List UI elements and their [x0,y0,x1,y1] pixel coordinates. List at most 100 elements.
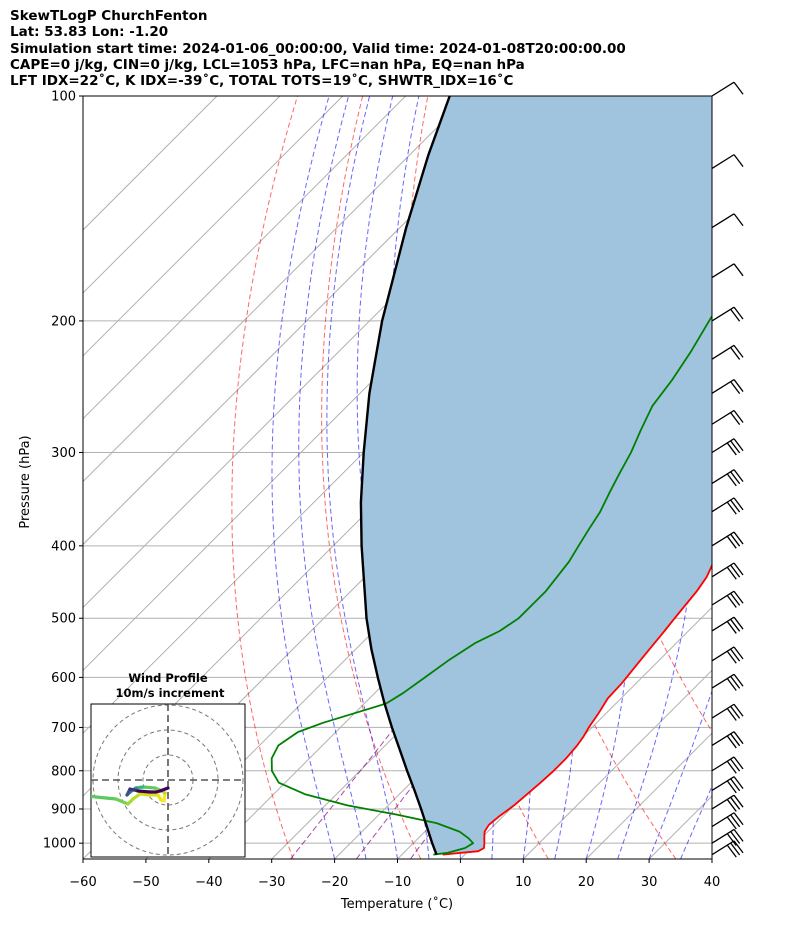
wind-barb-flag [733,562,744,576]
y-tick-label: 400 [51,539,76,554]
wind-barb-staff [711,840,735,856]
wind-barb-flag [730,705,741,719]
hodograph-subtitle: 10m/s increment [116,686,225,700]
wind-barb-flag [733,379,744,392]
isotherm-gridline [460,606,712,859]
wind-barb-flag [733,812,744,826]
wind-barb-staff [711,344,735,360]
dry-adiabat [754,96,794,859]
wind-barb-flag [733,646,744,660]
wind-barb-flag [733,213,744,227]
wind-barb-flag [730,618,741,632]
wind-barb-flag [733,703,744,717]
hodograph-plot [91,704,245,857]
area-fill-layer [360,96,712,855]
x-axis-label: Temperature (˚C) [340,896,453,912]
wind-barb-flag [733,469,744,483]
wind-barb-flag [726,816,737,830]
y-axis-label: Pressure (hPa) [18,435,33,528]
wind-barb-staff [711,776,735,791]
wind-barb-flag [726,678,737,691]
wind-barb-flag [730,412,741,425]
wind-barb-flag [733,776,744,790]
wind-barb-flag [733,531,744,545]
x-tick-label: 30 [641,875,658,890]
wind-barb-flag [733,344,744,358]
wind-barb-flag [733,497,744,511]
wind-barb-flag [726,735,737,749]
x-tick-label: −60 [69,875,96,890]
wind-barb-flag [733,840,744,854]
moist-adiabat [271,96,336,859]
temperature-profile [442,563,712,856]
y-tick-label: 200 [51,314,76,329]
wind-barb-flag [726,780,737,794]
cape-cin-shading [360,96,712,855]
wind-barb-flag [726,799,737,812]
wind-barb-flag [726,844,737,858]
wind-barb-flag [726,535,737,549]
wind-barb-flag [726,621,737,634]
isotherm-gridline [83,96,532,546]
isotherm-gridline [711,858,712,859]
wind-barb-staff [711,469,735,484]
hodograph-title: Wind Profile [128,671,208,685]
y-tick-label: 500 [51,612,76,627]
hodograph-segment [94,795,108,800]
wind-barb-staff [711,731,735,747]
isotherm-gridline [83,96,344,357]
wind-barb-staff [711,497,735,513]
x-tick-label: 10 [515,875,532,890]
dewpoint-profile [270,314,712,856]
isotherm-gridline [775,96,794,859]
x-tick-label: −30 [258,875,285,890]
x-tick-label: 0 [456,875,464,890]
y-tick-label: 100 [51,90,76,105]
plot-header: SkewTLogP ChurchFenton Lat: 53.83 Lon: -… [10,8,626,89]
wind-barb-flag [730,347,741,360]
wind-barb-flag [730,842,741,856]
isotherm-gridline [83,96,218,231]
hodograph-segment [104,796,118,801]
wind-barb-flag [733,673,744,687]
header-location: Lat: 53.83 Lon: -1.20 [10,24,169,41]
wind-barb-staff [711,81,735,97]
moist-adiabat [298,96,367,859]
wind-barb-flag [726,833,737,847]
wind-barb-flag [730,758,741,772]
isotherm-gridline [83,96,469,483]
hodograph-segment [136,789,152,794]
hodograph-segment [91,794,98,799]
wind-barb-flag [726,501,737,515]
wind-barb-staff [711,154,735,169]
wind-barb-staff [711,531,735,547]
y-tick-label: 600 [51,671,76,686]
y-tick-label: 900 [51,802,76,817]
wind-barb-flag [733,438,744,452]
moist-adiabat [680,785,712,859]
wind-barb-flag [726,595,737,608]
x-tick-label: −10 [384,875,411,890]
parcel-profile [359,96,451,856]
wind-barb-flag [726,760,737,774]
wind-barb-staff [711,562,735,578]
wind-barb-flag [730,308,741,322]
wind-barb-flag [733,829,744,842]
wind-barb-staff [711,616,735,632]
moist-adiabat [326,96,398,859]
wind-barb-staff [711,812,735,828]
x-tick-label: −40 [195,875,222,890]
wind-barb-flag [730,796,741,810]
header-times: Simulation start time: 2024-01-06_00:00:… [10,40,626,57]
wind-barb-staff [711,794,735,810]
wind-barb-staff [711,306,735,322]
wind-barb-flag [730,564,741,578]
dry-adiabat [231,96,298,859]
x-tick-label: −20 [321,875,348,890]
wind-barbs [711,81,744,858]
wind-barb-staff [711,409,735,425]
wind-barb-flag [730,471,741,485]
